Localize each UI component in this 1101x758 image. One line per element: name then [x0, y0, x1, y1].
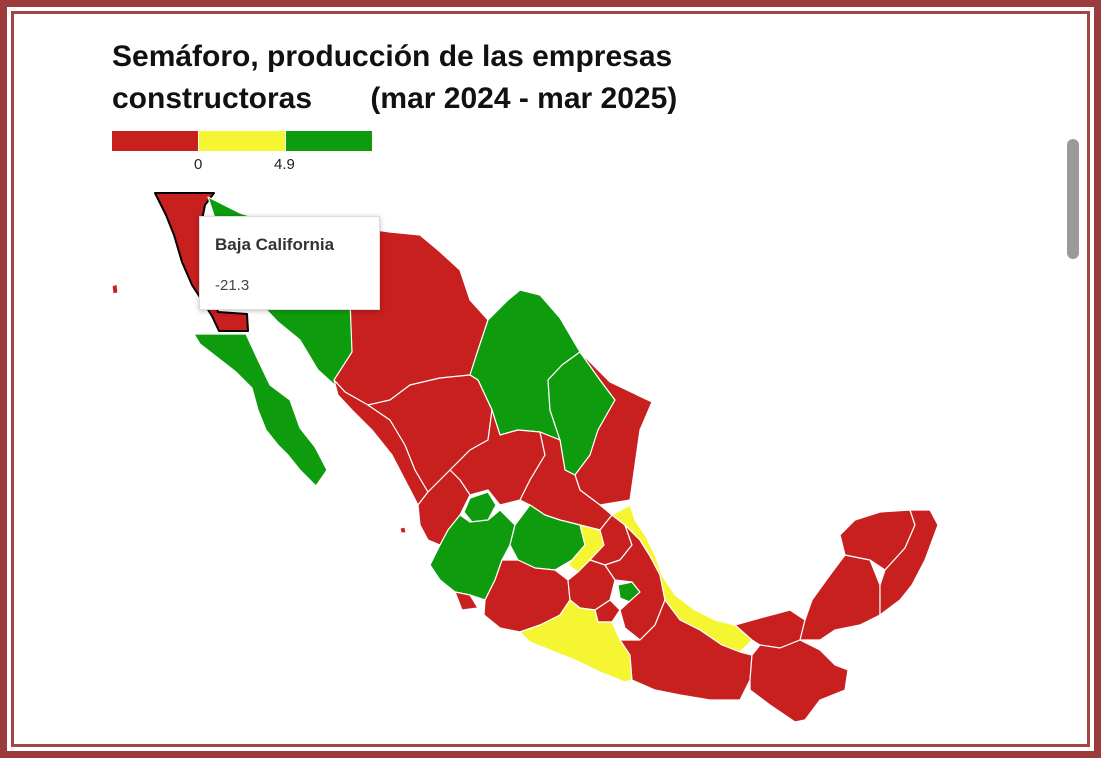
inner-frame	[11, 11, 1090, 747]
legend-threshold-low: 0	[194, 156, 203, 173]
tooltip-state-name: Baja California	[215, 235, 335, 254]
legend-yellow-segment	[199, 131, 285, 151]
tooltip-state-value: -21.3	[215, 277, 250, 294]
title-line-2-left: constructoras	[112, 82, 313, 115]
title-line-2-right: (mar 2024 - mar 2025)	[370, 82, 678, 115]
legend-threshold-high: 4.9	[274, 156, 295, 173]
title-line-2: constructoras (mar 2024 - mar 2025)	[112, 78, 812, 120]
title-line-1: Semáforo, producción de las empresas	[112, 40, 673, 73]
state-tooltip: Baja California -21.3	[199, 216, 380, 310]
map-title: Semáforo, producción de las empresas con…	[112, 36, 812, 120]
legend-green-segment	[286, 131, 372, 151]
legend-red-segment	[112, 131, 198, 151]
vertical-scrollbar-thumb[interactable]	[1067, 139, 1079, 259]
